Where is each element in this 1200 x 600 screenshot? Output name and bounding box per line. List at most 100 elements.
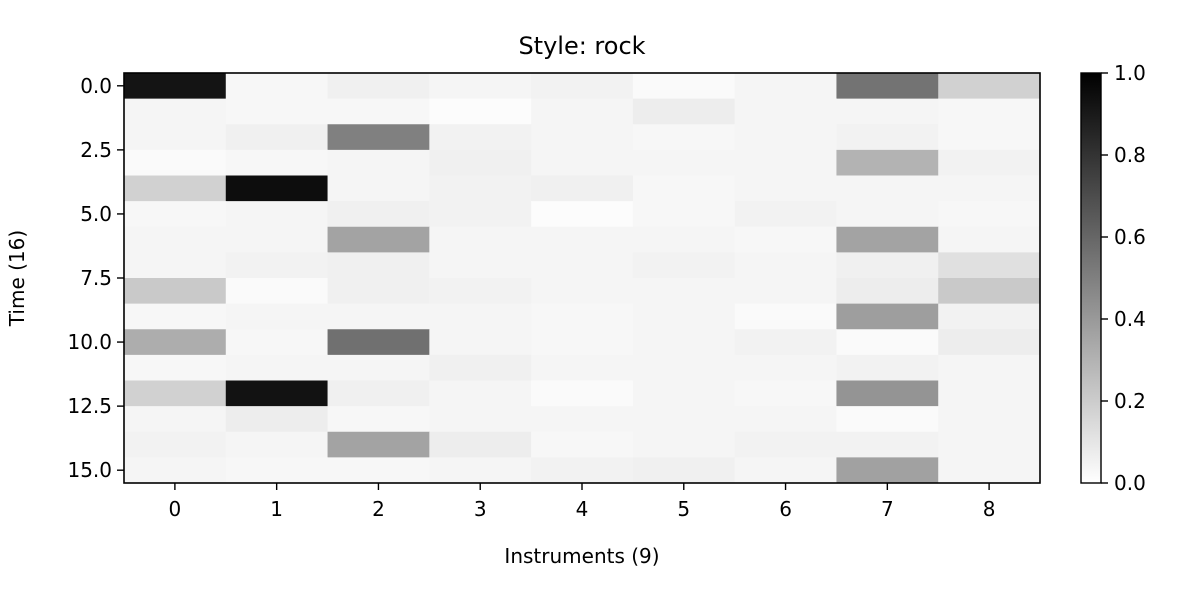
- heatmap-cell: [632, 431, 736, 458]
- heatmap-cell: [225, 354, 329, 381]
- heatmap-cell: [531, 124, 634, 151]
- heatmap-cell: [531, 406, 634, 433]
- heatmap-cell: [429, 175, 532, 202]
- heatmap-cell: [124, 226, 227, 253]
- heatmap-cell: [632, 175, 736, 202]
- heatmap-cell: [836, 406, 939, 433]
- heatmap-cell: [632, 354, 736, 381]
- colorbar-tick-label: 0.2: [1114, 389, 1146, 413]
- heatmap-cell: [632, 406, 736, 433]
- heatmap-cell: [938, 303, 1041, 330]
- heatmap-cell: [124, 303, 227, 330]
- colorbar-tick-label: 0.8: [1114, 143, 1146, 167]
- heatmap-cell: [327, 431, 430, 458]
- heatmap-cell: [429, 124, 532, 151]
- heatmap-cell: [124, 406, 227, 433]
- x-tick-label: 6: [779, 497, 792, 521]
- y-axis-ticks: 0.0 2.5 5.0 7.5 10.0 12.5 15.0: [67, 74, 124, 482]
- heatmap-cell: [734, 278, 837, 305]
- heatmap-cell: [429, 226, 532, 253]
- heatmap-cell: [429, 149, 532, 176]
- heatmap-cell: [429, 457, 532, 484]
- heatmap-cell: [531, 354, 634, 381]
- heatmap-cell: [531, 98, 634, 125]
- heatmap-cell: [429, 252, 532, 279]
- x-axis-ticks: 0 1 2 3 4 5 6 7 8: [169, 483, 995, 521]
- heatmap-cell: [836, 431, 939, 458]
- heatmap-cell: [429, 380, 532, 407]
- heatmap-cell: [836, 98, 939, 125]
- heatmap-cell: [124, 380, 227, 407]
- heatmap-cell: [429, 354, 532, 381]
- heatmap-cell: [429, 201, 532, 228]
- x-tick-label: 2: [372, 497, 385, 521]
- heatmap-cell: [734, 149, 837, 176]
- heatmap-cell: [124, 252, 227, 279]
- heatmap-cell: [124, 457, 227, 484]
- heatmap-cell: [327, 73, 430, 100]
- heatmap-cell: [836, 124, 939, 151]
- heatmap-cell: [734, 380, 837, 407]
- heatmap-cell: [531, 278, 634, 305]
- chart-title: Style: rock: [518, 32, 645, 60]
- heatmap-cell: [836, 278, 939, 305]
- heatmap-cell: [938, 124, 1041, 151]
- heatmap-cell: [327, 124, 430, 151]
- heatmap-cell: [531, 431, 634, 458]
- heatmap-cell: [429, 406, 532, 433]
- heatmap-cell: [327, 226, 430, 253]
- heatmap-cell: [429, 303, 532, 330]
- heatmap-cell: [734, 329, 837, 356]
- heatmap-cell: [938, 175, 1041, 202]
- heatmap-cell: [531, 303, 634, 330]
- heatmap-cell: [632, 98, 736, 125]
- heatmap-cell: [225, 124, 329, 151]
- heatmap-cell: [531, 226, 634, 253]
- y-axis-label: Time (16): [5, 230, 29, 327]
- heatmap-cell: [225, 278, 329, 305]
- heatmap-cell: [836, 329, 939, 356]
- heatmap-cell: [632, 278, 736, 305]
- heatmap-cell: [632, 329, 736, 356]
- colorbar-tick-label: 1.0: [1114, 61, 1146, 85]
- heatmap-cell: [938, 98, 1041, 125]
- heatmap-cell: [225, 149, 329, 176]
- x-tick-label: 7: [881, 497, 894, 521]
- heatmap-cell: [327, 278, 430, 305]
- heatmap-cell: [531, 329, 634, 356]
- x-axis-label: Instruments (9): [504, 544, 659, 568]
- heatmap-cell: [734, 303, 837, 330]
- heatmap-cell: [124, 278, 227, 305]
- heatmap-cell: [734, 175, 837, 202]
- heatmap-cell: [632, 303, 736, 330]
- heatmap-cell: [327, 406, 430, 433]
- heatmap-cell: [938, 73, 1041, 100]
- heatmap-cell: [327, 175, 430, 202]
- heatmap-cell: [734, 354, 837, 381]
- heatmap-cell: [225, 73, 329, 100]
- heatmap-cell: [124, 354, 227, 381]
- heatmap-cell: [327, 329, 430, 356]
- heatmap-cell: [327, 98, 430, 125]
- heatmap-cell: [225, 226, 329, 253]
- heatmap-cell: [836, 354, 939, 381]
- heatmap-cell: [938, 201, 1041, 228]
- heatmap-cell: [734, 98, 837, 125]
- heatmap-cell: [938, 457, 1041, 484]
- heatmap-cell: [225, 252, 329, 279]
- heatmap-cell: [124, 98, 227, 125]
- heatmap-cell: [734, 252, 837, 279]
- y-tick-label: 0.0: [80, 74, 112, 98]
- heatmap-cell: [632, 149, 736, 176]
- heatmap-cell: [225, 457, 329, 484]
- heatmap-cell: [531, 252, 634, 279]
- heatmap-cell: [429, 98, 532, 125]
- heatmap-cell: [938, 431, 1041, 458]
- heatmap-cell: [836, 303, 939, 330]
- heatmap-cell: [531, 175, 634, 202]
- x-tick-label: 4: [576, 497, 589, 521]
- heatmap-cell: [531, 73, 634, 100]
- heatmap-cell: [734, 201, 837, 228]
- y-tick-label: 7.5: [80, 266, 112, 290]
